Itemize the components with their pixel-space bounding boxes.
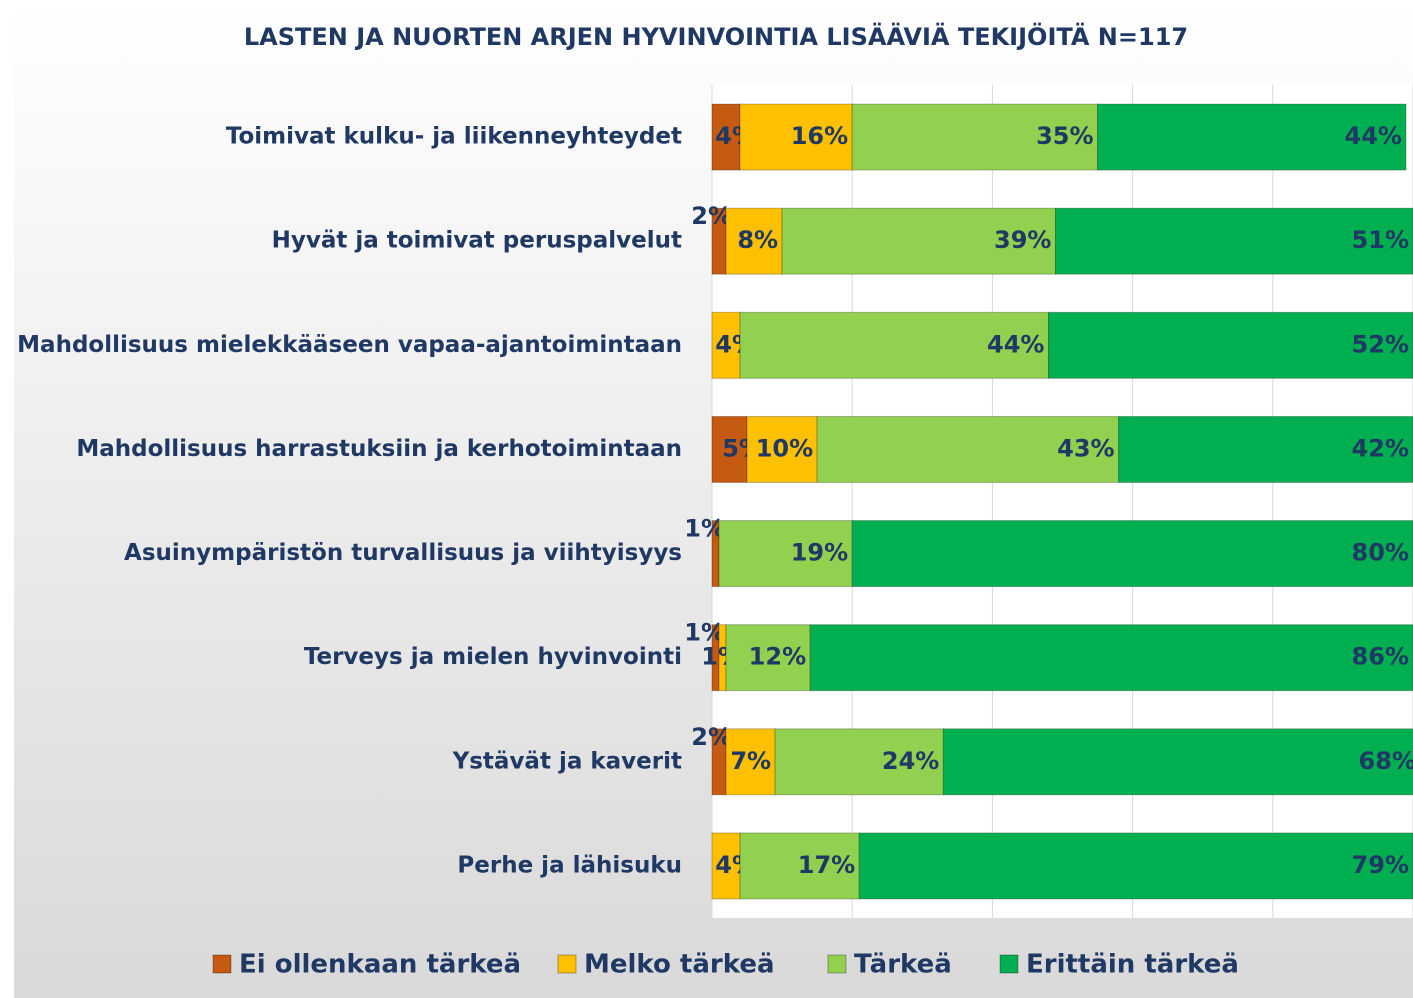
- value-label: 2%: [691, 202, 732, 230]
- value-label: 39%: [994, 226, 1051, 254]
- bar-segment: [809, 624, 1413, 692]
- category-label: Terveys ja mielen hyvinvointi: [304, 644, 682, 670]
- category-label: Mahdollisuus mielekkääseen vapaa-ajantoi…: [17, 332, 682, 358]
- bar-segment: [739, 311, 1049, 379]
- value-label: 10%: [756, 434, 813, 462]
- value-label: 24%: [882, 747, 939, 775]
- value-label: 7%: [730, 747, 771, 775]
- bar-segment: [739, 832, 860, 900]
- value-label: 1%: [684, 619, 725, 647]
- bar-segment: [1118, 415, 1413, 483]
- category-label: Hyvät ja toimivat peruspalvelut: [272, 228, 682, 254]
- bar-segment: [1097, 103, 1407, 171]
- legend-label: Ei ollenkaan tärkeä: [239, 950, 521, 980]
- category-label: Ystävät ja kaverit: [452, 748, 682, 774]
- category-label: Perhe ja lähisuku: [457, 852, 682, 878]
- value-label: 17%: [798, 851, 855, 879]
- category-label: Toimivat kulku- ja liikenneyhteydet: [226, 124, 682, 150]
- bar-segment: [851, 103, 1099, 171]
- value-label: 8%: [737, 226, 778, 254]
- chart-title: LASTEN JA NUORTEN ARJEN HYVINVOINTIA LIS…: [244, 21, 1188, 51]
- value-label: 80%: [1352, 539, 1409, 567]
- bar-segment: [858, 832, 1413, 900]
- legend-label: Erittäin tärkeä: [1026, 950, 1239, 980]
- bar-segment: [942, 728, 1413, 796]
- value-label: 2%: [691, 723, 732, 751]
- bar-segment: [1054, 207, 1413, 275]
- legend-swatch: [827, 954, 847, 974]
- value-label: 44%: [1345, 122, 1402, 150]
- bar-segment: [781, 207, 1056, 275]
- value-label: 12%: [749, 643, 806, 671]
- value-label: 16%: [791, 122, 848, 150]
- value-label: 44%: [987, 330, 1044, 358]
- category-label: Asuinympäristön turvallisuus ja viihtyis…: [124, 540, 682, 566]
- legend-label: Melko tärkeä: [584, 950, 775, 980]
- value-label: 79%: [1352, 851, 1409, 879]
- category-label: Mahdollisuus harrastuksiin ja kerhotoimi…: [76, 436, 682, 462]
- value-label: 35%: [1036, 122, 1093, 150]
- value-label: 68%: [1359, 747, 1413, 775]
- bar-segment: [851, 520, 1413, 588]
- legend-label: Tärkeä: [854, 950, 952, 980]
- value-label: 19%: [791, 539, 848, 567]
- value-label: 42%: [1352, 434, 1409, 462]
- legend-swatch: [212, 954, 232, 974]
- bar-segment: [1047, 311, 1413, 379]
- bar-segment: [739, 103, 853, 171]
- bar-segment: [725, 624, 811, 692]
- legend-swatch: [557, 954, 577, 974]
- bar-segment: [725, 728, 776, 796]
- bar-segment: [774, 728, 944, 796]
- value-label: 86%: [1352, 643, 1409, 671]
- legend-swatch: [999, 954, 1019, 974]
- value-label: 52%: [1352, 330, 1409, 358]
- bar-segment: [816, 415, 1120, 483]
- bar-segment: [746, 415, 818, 483]
- bar-segment: [718, 520, 853, 588]
- bar-segment: [711, 103, 741, 171]
- value-label: 43%: [1057, 434, 1114, 462]
- bar-segment: [711, 832, 741, 900]
- value-label: 1%: [684, 515, 725, 543]
- bar-segment: [711, 415, 748, 483]
- value-label: 51%: [1352, 226, 1409, 254]
